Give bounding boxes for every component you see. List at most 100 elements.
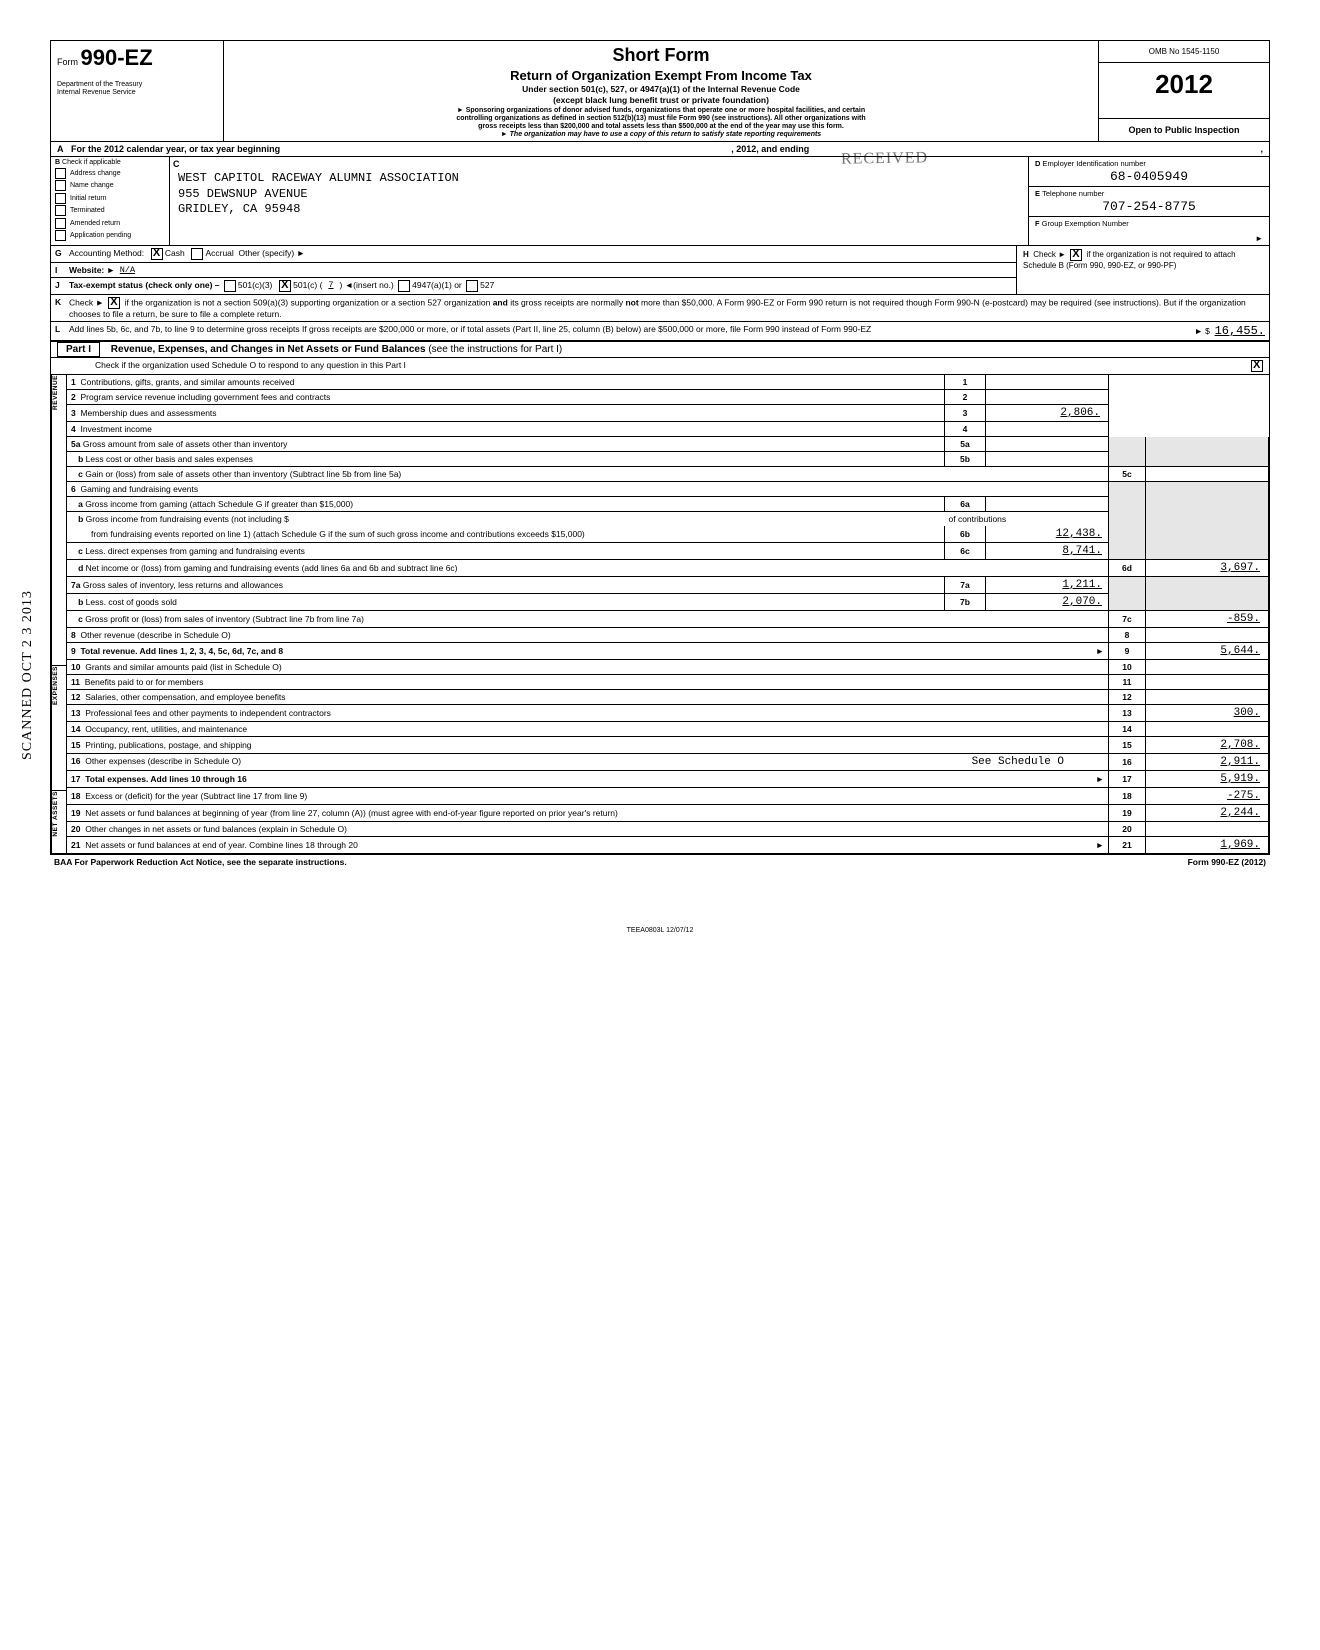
row-3: 3 Membership dues and assessments32,806.	[67, 405, 1269, 422]
chk-501c3[interactable]	[224, 280, 236, 292]
box-f-letter: F	[1035, 219, 1040, 228]
r7c-desc: Gross profit or (loss) from sales of inv…	[85, 614, 364, 624]
r6a-num: a	[78, 499, 83, 509]
r5a-ia	[986, 437, 1109, 452]
form-number: 990-EZ	[81, 45, 153, 70]
fine2: controlling organizations as defined in …	[232, 115, 1090, 123]
scanned-stamp: SCANNED OCT 2 3 2013	[20, 590, 36, 760]
row-2: 2 Program service revenue including gove…	[67, 390, 1269, 405]
opt-terminated: Terminated	[70, 207, 105, 214]
chk-schedule-b[interactable]	[1070, 249, 1082, 261]
box-h-letter: H	[1023, 250, 1029, 259]
subtitle2: (except black lung benefit trust or priv…	[232, 95, 1090, 105]
r18-amt: -275.	[1146, 788, 1269, 805]
chk-527[interactable]	[466, 280, 478, 292]
line-k-letter: K	[55, 297, 69, 307]
r6c-num: c	[78, 546, 83, 556]
box-h-text1: Check ►	[1033, 250, 1066, 259]
chk-application-pending[interactable]: Application pending	[55, 230, 165, 241]
part1-header: Part I Revenue, Expenses, and Changes in…	[51, 341, 1269, 358]
r7c-num: c	[78, 614, 83, 624]
chk-accrual[interactable]	[191, 248, 203, 260]
line-j: J Tax-exempt status (check only one) – 5…	[51, 278, 1016, 294]
form-meta-block: OMB No 1545-1150 2012 Open to Public Ins…	[1098, 41, 1269, 141]
part1-grid-wrap: REVENUE EXPENSES NET ASSETS 1 Contributi…	[51, 375, 1269, 854]
chk-4947[interactable]	[398, 280, 410, 292]
box-def: D Employer Identification number 68-0405…	[1028, 157, 1269, 245]
r15-numcell: 15	[1109, 737, 1146, 754]
r20-numcell: 20	[1109, 822, 1146, 837]
r19-desc: Net assets or fund balances at beginning…	[85, 808, 618, 818]
r14-amt	[1146, 722, 1269, 737]
r10-amt	[1146, 660, 1269, 675]
chk-cash[interactable]	[151, 248, 163, 260]
line-a: A For the 2012 calendar year, or tax yea…	[51, 142, 1269, 157]
row-6c: c Less. direct expenses from gaming and …	[67, 543, 1269, 560]
chk-name-change[interactable]: Name change	[55, 180, 165, 191]
box-d-label: Employer Identification number	[1043, 159, 1146, 168]
row-7b: b Less. cost of goods sold7b2,070.	[67, 594, 1269, 611]
side-revenue-label: REVENUE	[52, 375, 59, 410]
r7-shade2	[1146, 577, 1269, 611]
r6c-in: 6c	[945, 543, 986, 560]
row-10: 10 Grants and similar amounts paid (list…	[67, 660, 1269, 675]
r2-amt	[986, 390, 1109, 405]
r18-numcell: 18	[1109, 788, 1146, 805]
row-17: 17 Total expenses. Add lines 10 through …	[67, 771, 1269, 788]
opt-initial-return: Initial return	[70, 195, 107, 202]
line-g-letter: G	[55, 248, 69, 258]
r13-desc: Professional fees and other payments to …	[85, 708, 331, 718]
side-expenses-label: EXPENSES	[52, 666, 59, 705]
r2-num: 2	[71, 392, 76, 402]
box-c: C WEST CAPITOL RACEWAY ALUMNI ASSOCIATIO…	[170, 157, 1028, 245]
r16-extra: See Schedule O	[972, 756, 1064, 768]
row-12: 12 Salaries, other compensation, and emp…	[67, 690, 1269, 705]
chk-501c[interactable]	[279, 280, 291, 292]
r7a-desc: Gross sales of inventory, less returns a…	[83, 580, 283, 590]
fine1: ► Sponsoring organizations of donor advi…	[232, 107, 1090, 115]
baa-left: BAA For Paperwork Reduction Act Notice, …	[54, 857, 347, 867]
box-e-letter: E	[1035, 189, 1040, 198]
line-i-letter: I	[55, 265, 69, 275]
form-header: Form 990-EZ Department of the Treasury I…	[51, 41, 1269, 142]
r6d-numcell: 6d	[1109, 560, 1146, 577]
row-1: 1 Contributions, gifts, grants, and simi…	[67, 375, 1269, 390]
r9-desc: Total revenue. Add lines 1, 2, 3, 4, 5c,…	[80, 646, 283, 656]
chk-address-change[interactable]: Address change	[55, 168, 165, 179]
chk-amended-return[interactable]: Amended return	[55, 218, 165, 229]
chk-line-k[interactable]	[108, 297, 120, 309]
box-d-letter: D	[1035, 159, 1040, 168]
r5c-desc: Gain or (loss) from sale of assets other…	[85, 469, 401, 479]
chk-schedule-o[interactable]	[1251, 360, 1263, 372]
r5ab-shade1	[1109, 437, 1146, 467]
row-6b2: from fundraising events reported on line…	[67, 526, 1269, 543]
form-prefix: Form	[57, 57, 78, 67]
box-b-letter: B	[55, 159, 60, 166]
row-11: 11 Benefits paid to or for members11	[67, 675, 1269, 690]
r19-num: 19	[71, 808, 80, 818]
r2-numcell: 2	[945, 390, 986, 405]
row-5a: 5a Gross amount from sale of assets othe…	[67, 437, 1269, 452]
r11-desc: Benefits paid to or for members	[85, 677, 204, 687]
r9-arrow: ►	[1096, 646, 1104, 656]
r11-amt	[1146, 675, 1269, 690]
line-i: I Website: ► N/A	[51, 263, 1016, 278]
line-a-end: ,	[1261, 144, 1264, 154]
r11-num: 11	[71, 677, 80, 687]
chk-initial-return[interactable]: Initial return	[55, 193, 165, 204]
line-g-label: Accounting Method:	[69, 248, 144, 258]
r7a-ia: 1,211.	[986, 577, 1109, 594]
r6d-num: d	[78, 563, 83, 573]
org-addr1: 955 DEWSNUP AVENUE	[178, 187, 1020, 203]
r15-desc: Printing, publications, postage, and shi…	[85, 740, 251, 750]
row-6b: b Gross income from fundraising events (…	[67, 512, 1269, 527]
chk-terminated[interactable]: Terminated	[55, 205, 165, 216]
r9-num: 9	[71, 646, 76, 656]
r17-num: 17	[71, 774, 80, 784]
r7-shade1	[1109, 577, 1146, 611]
side-netassets: NET ASSETS	[51, 791, 66, 854]
r4-desc: Investment income	[80, 424, 151, 434]
r6b2-desc: from fundraising events reported on line…	[67, 526, 945, 543]
r21-amt: 1,969.	[1146, 837, 1269, 854]
r8-num: 8	[71, 630, 76, 640]
